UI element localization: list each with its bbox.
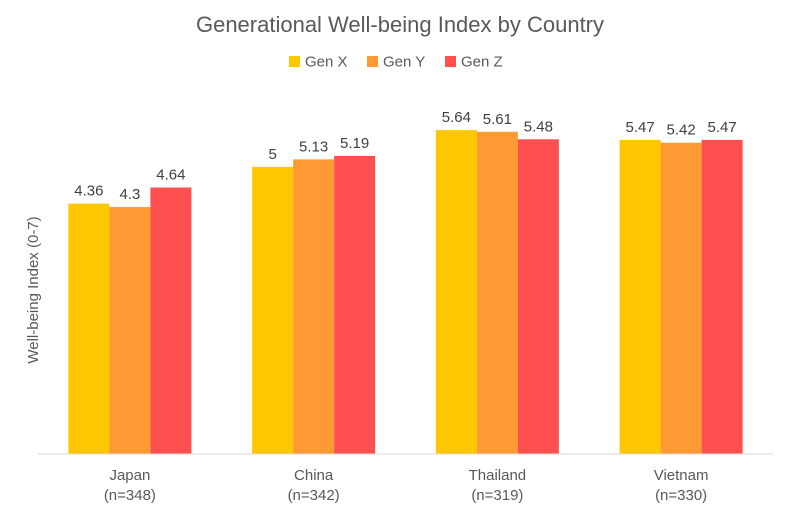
data-label-china-gen-x: 5 — [268, 146, 276, 163]
y-axis-label: Well-being Index (0-7) — [25, 216, 42, 363]
bar-vietnam-gen-z — [701, 139, 743, 454]
data-label-vietnam-gen-y: 5.42 — [667, 122, 696, 139]
bar-vietnam-gen-x — [619, 139, 661, 454]
data-label-japan-gen-y: 4.3 — [119, 186, 140, 203]
bar-japan-gen-z — [150, 187, 192, 454]
legend-swatch-gen-x — [289, 56, 300, 67]
legend: Gen X Gen Y Gen Z — [289, 54, 503, 71]
chart-title: Generational Well-being Index by Country — [196, 12, 604, 37]
legend-label-gen-y: Gen Y — [383, 54, 425, 71]
bar-china-gen-z — [334, 155, 376, 454]
x-tick-label-vietnam-sample-size: (n=330) — [655, 487, 707, 504]
x-tick-label-thailand: Thailand — [469, 467, 527, 484]
data-label-thailand-gen-x: 5.64 — [442, 109, 471, 126]
bar-group — [68, 130, 743, 455]
bar-japan-gen-y — [109, 207, 151, 454]
data-label-japan-gen-x: 4.36 — [74, 183, 103, 200]
bar-thailand-gen-y — [476, 131, 518, 454]
x-tick-label-china: China — [294, 467, 334, 484]
bar-china-gen-x — [252, 166, 294, 454]
legend-label-gen-x: Gen X — [305, 54, 348, 71]
data-label-thailand-gen-z: 5.48 — [524, 118, 553, 135]
data-label-vietnam-gen-x: 5.47 — [626, 119, 655, 136]
x-tick-label-thailand-sample-size: (n=319) — [471, 487, 523, 504]
x-tick-label-japan-sample-size: (n=348) — [104, 487, 156, 504]
legend-swatch-gen-z — [445, 56, 456, 67]
x-tick-label-china-sample-size: (n=342) — [288, 487, 340, 504]
bar-japan-gen-x — [68, 203, 110, 454]
bar-thailand-gen-x — [435, 130, 477, 455]
data-label-thailand-gen-y: 5.61 — [483, 111, 512, 128]
data-label-china-gen-z: 5.19 — [340, 135, 369, 152]
x-tick-label-japan: Japan — [109, 467, 150, 484]
data-label-china-gen-y: 5.13 — [299, 138, 328, 155]
bar-china-gen-y — [293, 159, 335, 455]
bar-vietnam-gen-y — [660, 142, 702, 455]
data-label-japan-gen-z: 4.64 — [156, 167, 185, 184]
data-label-group: 4.36 4.3 4.64 5 5.13 5.19 5.64 5.61 5.48 5.47 5.42… — [74, 109, 736, 203]
x-tick-label-vietnam: Vietnam — [654, 467, 709, 484]
legend-label-gen-z: Gen Z — [461, 54, 503, 71]
data-label-vietnam-gen-z: 5.47 — [708, 119, 737, 136]
x-tick-label-group: Japan (n=348) China (n=342) Thailand (n=319) V… — [104, 467, 709, 504]
legend-swatch-gen-y — [367, 56, 378, 67]
bar-thailand-gen-z — [517, 139, 559, 454]
